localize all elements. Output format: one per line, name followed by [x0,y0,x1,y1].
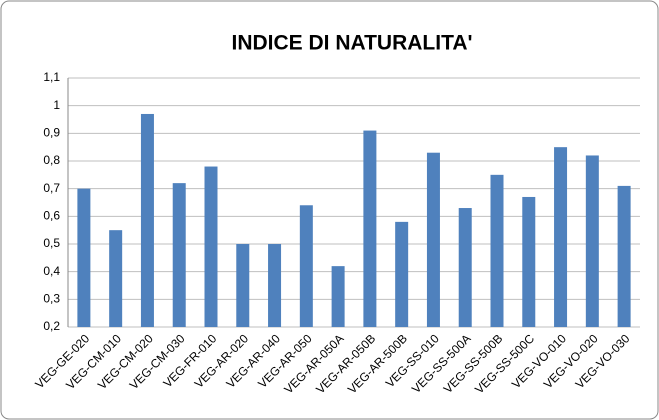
bar [426,152,440,327]
y-tick-label: 0,3 [43,292,60,306]
bar [363,130,377,327]
y-tick-label: 0,5 [43,236,60,250]
bar [458,208,472,327]
bar [585,155,599,327]
bar [395,221,409,327]
bar [522,196,536,327]
bar [204,166,218,327]
bar [140,113,154,327]
y-tick-label: 1 [53,98,60,112]
bar [331,266,345,327]
bar [617,185,631,327]
y-tick-label: 1,1 [43,70,60,84]
bar [236,244,250,327]
y-tick-label: 0,7 [43,181,60,195]
bar [172,183,186,327]
bar [77,188,91,327]
y-tick-label: 0,4 [43,264,60,278]
y-tick-label: 0,9 [43,126,60,140]
bar [554,147,568,327]
y-tick-label: 0,8 [43,153,60,167]
chart-title: INDICE DI NATURALITA' [231,32,472,55]
y-tick-label: 0,6 [43,209,60,223]
bar [109,230,123,327]
bar [268,244,282,327]
y-tick-label: 0,2 [43,319,60,333]
bar [490,174,504,327]
bar [299,205,313,327]
